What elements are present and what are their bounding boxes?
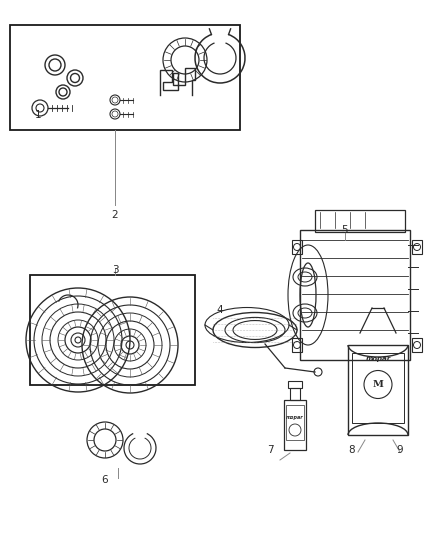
Bar: [10, 25, 240, 130]
Bar: [412, 338, 422, 352]
Bar: [292, 240, 302, 254]
Text: 3: 3: [112, 265, 118, 275]
Text: 1: 1: [35, 110, 41, 120]
Bar: [292, 338, 302, 352]
Bar: [300, 230, 410, 360]
Bar: [352, 353, 404, 423]
Bar: [290, 388, 300, 400]
Bar: [412, 240, 422, 254]
Bar: [286, 405, 304, 440]
Bar: [348, 345, 408, 435]
Bar: [30, 275, 195, 385]
Text: 6: 6: [102, 475, 108, 485]
Bar: [288, 381, 302, 388]
Text: 5: 5: [342, 225, 348, 235]
Bar: [315, 210, 405, 232]
Bar: [284, 400, 306, 450]
Text: mopar: mopar: [365, 356, 391, 362]
Text: 2: 2: [112, 210, 118, 220]
Text: mopar: mopar: [286, 416, 304, 421]
Text: M: M: [373, 380, 383, 389]
Text: 9: 9: [397, 445, 403, 455]
Text: 7: 7: [267, 445, 273, 455]
Text: 4: 4: [217, 305, 223, 315]
Text: 8: 8: [349, 445, 355, 455]
